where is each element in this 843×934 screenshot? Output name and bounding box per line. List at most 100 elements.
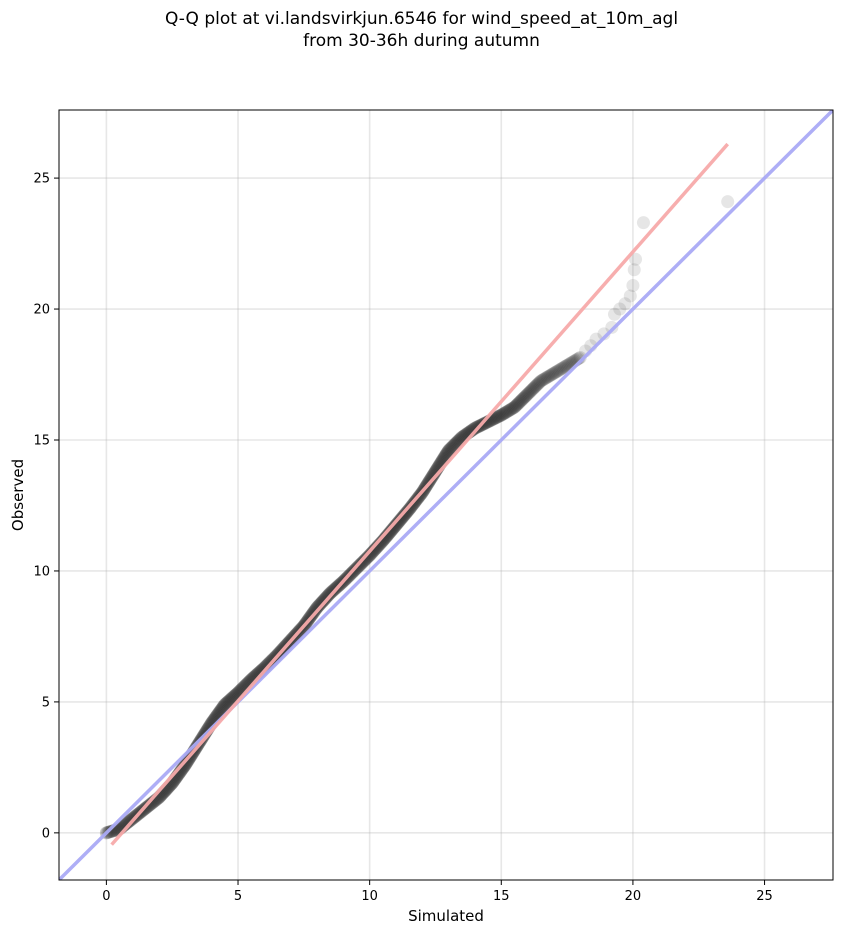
qq-point: [369, 542, 383, 556]
qq-point: [365, 546, 379, 560]
qq-point: [382, 526, 396, 540]
qq-point: [514, 394, 528, 408]
qq-point: [517, 390, 531, 404]
qq-point: [526, 382, 540, 396]
qq-point: [573, 351, 587, 364]
qq-point: [445, 440, 459, 454]
qq-point: [496, 407, 510, 421]
qq-point: [448, 437, 462, 451]
x-tick-label: 0: [102, 889, 110, 904]
qq-point: [122, 814, 136, 828]
x-axis-label: Simulated: [408, 907, 484, 925]
qq-point: [391, 516, 405, 530]
qq-point: [317, 593, 331, 607]
qq-point: [513, 395, 527, 409]
qq-point: [221, 695, 235, 709]
qq-point: [550, 365, 564, 379]
qq-point: [544, 368, 558, 382]
qq-point: [512, 396, 526, 410]
qq-point: [368, 543, 382, 557]
qq-point: [442, 443, 456, 457]
qq-point: [494, 408, 508, 422]
qq-point: [222, 694, 236, 708]
y-tick-label: 10: [33, 564, 50, 579]
qq-point: [397, 508, 411, 522]
qq-point: [498, 406, 512, 420]
qq-point: [319, 591, 333, 605]
x-tick-label: 5: [234, 889, 242, 904]
qq-point: [216, 700, 230, 714]
qq-point: [636, 216, 650, 230]
y-tick-label: 20: [33, 303, 50, 318]
qq-point: [314, 596, 328, 610]
qq-point: [493, 409, 507, 423]
qq-point: [540, 370, 554, 384]
qq-point: [502, 403, 516, 417]
grid: [59, 110, 833, 880]
qq-point: [629, 252, 643, 266]
chart-title-line-1: Q-Q plot at vi.landsvirkjun.6546 for win…: [164, 9, 679, 29]
qq-point: [218, 698, 232, 712]
qq-point: [395, 511, 409, 525]
qq-point: [390, 517, 404, 531]
qq-point: [400, 505, 414, 519]
qq-point: [360, 550, 374, 564]
qq-point: [449, 436, 463, 450]
qq-point: [560, 358, 574, 372]
qq-point: [623, 289, 637, 303]
identity-line: [59, 110, 833, 880]
qq-point: [546, 367, 560, 381]
qq-point: [515, 393, 529, 407]
qq-point: [223, 693, 237, 707]
qq-point: [511, 397, 525, 411]
qq-point: [359, 552, 373, 566]
qq-point: [121, 815, 135, 829]
qq-point: [542, 369, 556, 383]
qq-point: [520, 388, 534, 402]
qq-point: [516, 392, 530, 406]
qq-point: [363, 548, 377, 562]
qq-point: [721, 195, 735, 209]
qq-point: [315, 595, 329, 609]
qq-point: [180, 755, 194, 769]
qq-point: [383, 525, 397, 539]
y-tick-label: 25: [33, 172, 50, 187]
qq-point: [532, 376, 546, 390]
qq-point: [388, 519, 402, 533]
qq-point: [552, 363, 566, 377]
qq-point: [505, 402, 519, 416]
qq-point: [597, 327, 611, 341]
qq-point: [215, 701, 229, 715]
qq-point: [396, 510, 410, 524]
qq-point: [509, 399, 523, 413]
qq-point: [492, 409, 506, 423]
qq-point: [224, 692, 238, 706]
qq-point: [536, 373, 550, 386]
qq-point: [220, 696, 234, 710]
qq-point: [551, 364, 565, 378]
qq-point: [626, 278, 640, 292]
qq-point: [316, 594, 330, 608]
qq-point: [559, 359, 573, 373]
qq-point: [367, 544, 381, 558]
qq-point: [104, 825, 118, 839]
qq-point: [523, 385, 537, 399]
qq-point: [525, 383, 539, 397]
y-tick-label: 0: [42, 826, 50, 841]
qq-point: [538, 372, 552, 386]
qq-point: [528, 380, 542, 394]
qq-point: [607, 307, 621, 321]
qq-point: [530, 377, 544, 391]
qq-point: [534, 374, 548, 388]
qq-point: [490, 410, 504, 424]
qq-point: [362, 549, 376, 563]
qq-point: [605, 320, 619, 334]
y-tick-label: 15: [33, 434, 50, 449]
qq-point: [478, 416, 492, 430]
qq-point: [447, 438, 461, 452]
qq-point: [501, 404, 515, 418]
qq-point: [214, 702, 228, 716]
qq-point: [313, 597, 327, 611]
qq-point: [539, 371, 553, 385]
